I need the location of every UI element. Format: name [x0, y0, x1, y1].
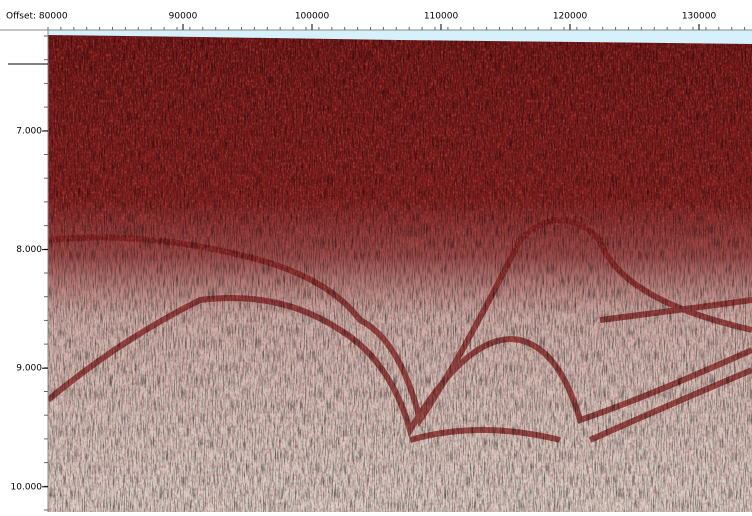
left-tick-label: 8.000: [16, 245, 42, 255]
page: Offset: 80000 90000 100000 110000 120000 130…: [0, 0, 752, 512]
top-tick-label: 110000: [424, 12, 459, 22]
top-tick-label: 120000: [553, 12, 588, 22]
seismic-section: [48, 30, 752, 512]
left-tick-label: 9.000: [16, 364, 42, 374]
left-ruler: [0, 0, 48, 512]
top-ruler: [0, 0, 752, 30]
left-tick-label: 10.000: [11, 482, 43, 492]
left-tick-label: 7.000: [16, 127, 42, 137]
top-tick-label: 100000: [295, 12, 330, 22]
top-tick-label: 130000: [682, 12, 717, 22]
seismic-viewer: Offset: 80000 90000 100000 110000 120000 130…: [0, 0, 752, 512]
top-tick-label: 90000: [169, 12, 198, 22]
texture-dark: [48, 30, 752, 512]
offset-label: Offset: 80000: [6, 12, 68, 22]
